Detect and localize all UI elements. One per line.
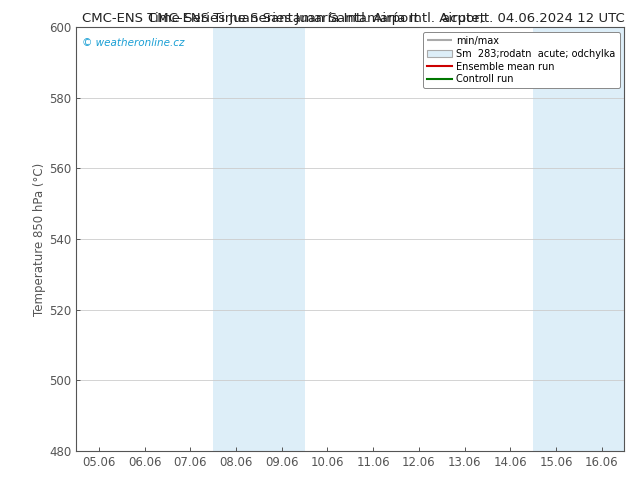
Text: acute;t. 04.06.2024 12 UTC: acute;t. 04.06.2024 12 UTC — [442, 12, 624, 25]
Text: CMC-ENS Time Series Juan Santamaría Intl. Airport: CMC-ENS Time Series Juan Santamaría Intl… — [82, 12, 420, 25]
Bar — [213, 27, 304, 451]
Legend: min/max, Sm  283;rodatn  acute; odchylka, Ensemble mean run, Controll run: min/max, Sm 283;rodatn acute; odchylka, … — [424, 32, 619, 88]
Text: CMC-ENS Time Series Juan Santamaría Intl. Airport: CMC-ENS Time Series Juan Santamaría Intl… — [148, 12, 486, 25]
Y-axis label: Temperature 850 hPa (°C): Temperature 850 hPa (°C) — [33, 162, 46, 316]
Bar — [533, 27, 624, 451]
Text: © weatheronline.cz: © weatheronline.cz — [82, 38, 184, 48]
